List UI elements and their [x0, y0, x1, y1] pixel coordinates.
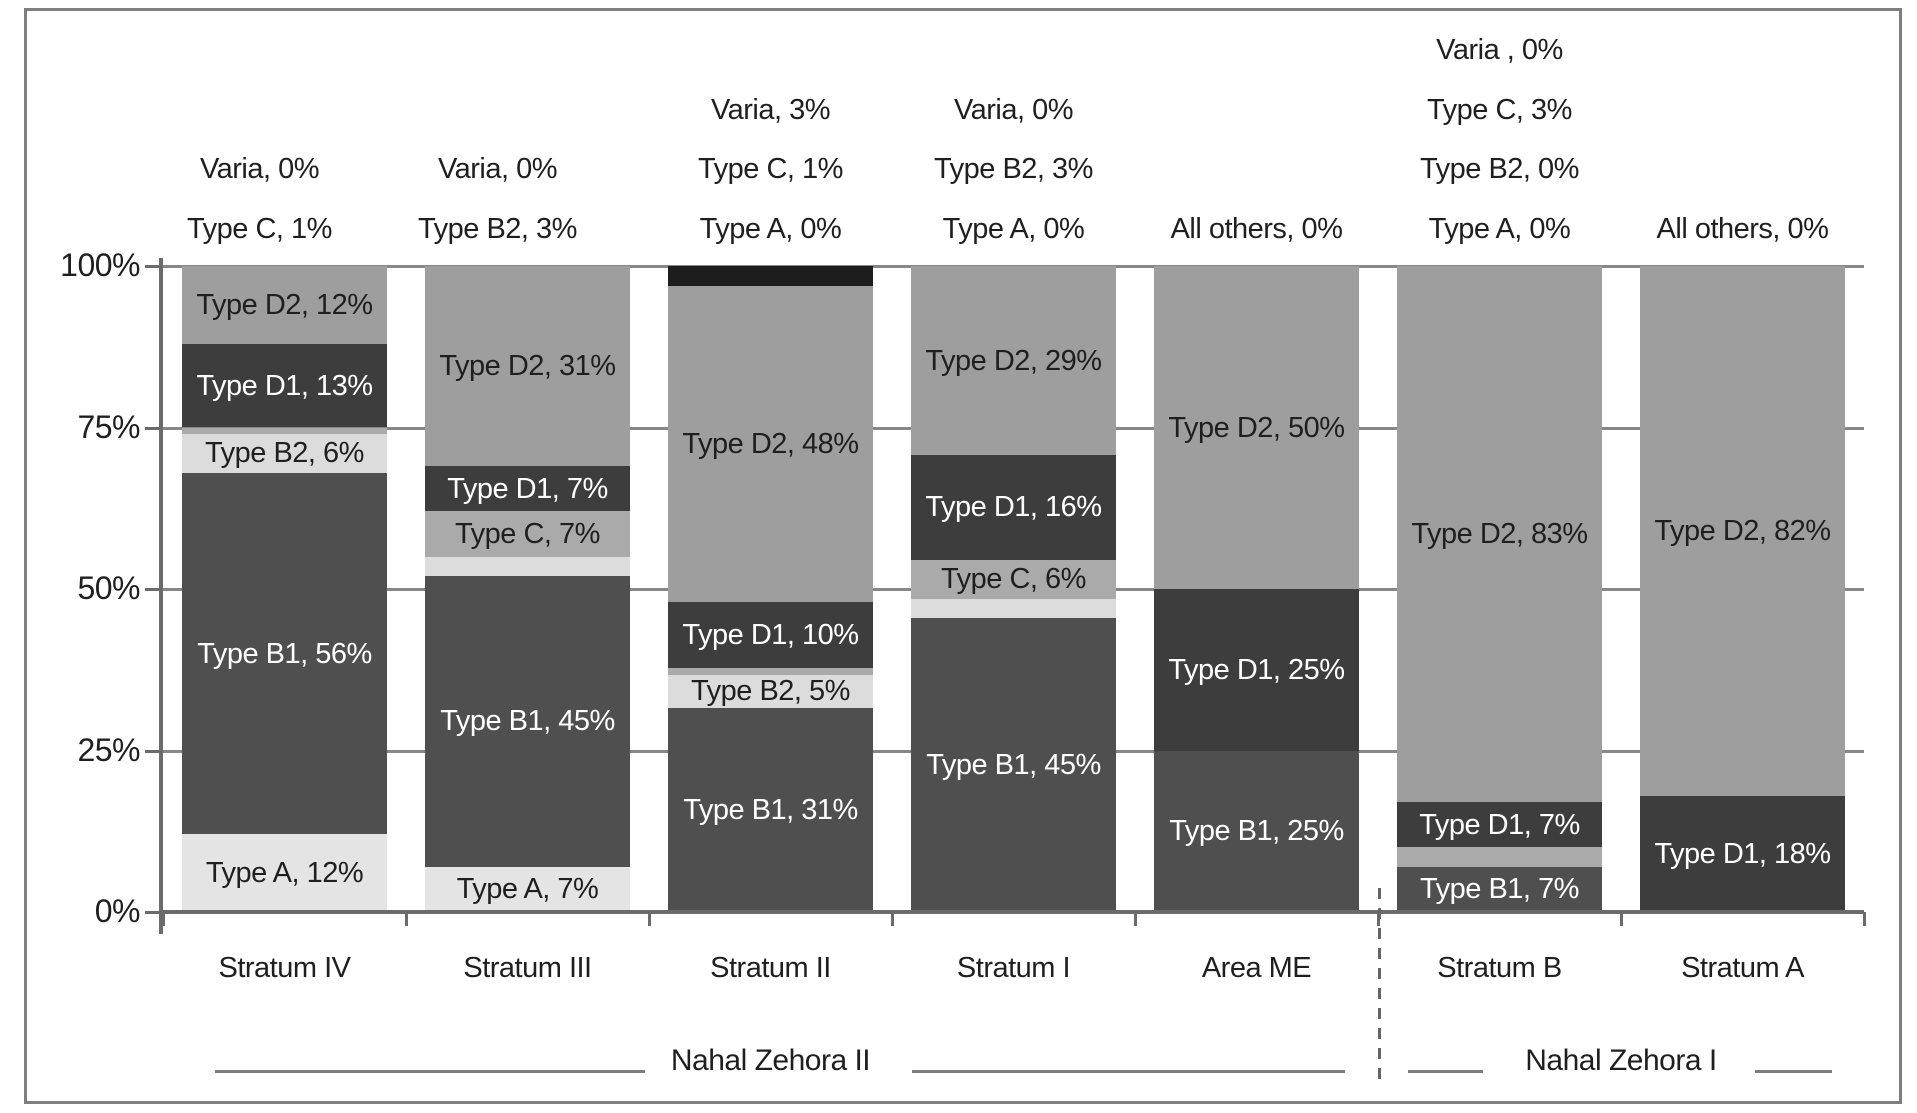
- x-axis-line: [163, 910, 1864, 914]
- outside-label: Type B2, 3%: [934, 153, 1093, 185]
- y-axis-label-75: 75%: [77, 408, 140, 445]
- bar-segment-type-a: [182, 834, 387, 912]
- y-axis-tick-100: [145, 265, 163, 268]
- bar-segment-type-b2: [668, 674, 873, 708]
- x-axis-tick: [648, 912, 651, 926]
- bar-segment-type-d2: [1154, 266, 1359, 589]
- outside-label: Type A, 0%: [942, 213, 1085, 245]
- group-bracket-line-2: [1408, 1070, 1483, 1073]
- bar-segment-type-c: [911, 559, 1116, 599]
- y-axis-line: [159, 258, 163, 934]
- bar-segment-varia: [668, 266, 873, 286]
- bar-segment-type-c: [1397, 847, 1602, 867]
- group-label-nahal-zehora-i: Nahal Zehora I: [1525, 1044, 1717, 1077]
- outside-label: Type A, 0%: [699, 213, 842, 245]
- category-label-stratum-iv: Stratum IV: [218, 952, 352, 984]
- chart-border: [24, 8, 1902, 1104]
- bar-segment-type-b2: [425, 556, 630, 577]
- outside-label: Varia, 0%: [199, 153, 320, 185]
- group-label-nahal-zehora-ii: Nahal Zehora II: [670, 1044, 871, 1077]
- category-label-stratum-ii: Stratum II: [710, 952, 831, 984]
- x-axis-tick: [1620, 912, 1623, 926]
- bar-segment-type-d1: [1640, 795, 1845, 912]
- bar-segment-type-b1: [425, 576, 630, 867]
- y-axis-tick-50: [145, 588, 163, 591]
- x-axis-tick: [891, 912, 894, 926]
- bar-segment-type-d2: [668, 285, 873, 603]
- bar-segment-type-d2: [911, 266, 1116, 456]
- group-bracket-line-1: [912, 1070, 1345, 1073]
- bar-segment-type-d2: [1640, 266, 1845, 796]
- outside-label: Type C, 1%: [698, 153, 843, 185]
- outside-label: Type C, 1%: [187, 213, 332, 245]
- bar-segment-type-a: [425, 866, 630, 912]
- y-axis-label-50: 50%: [77, 570, 140, 606]
- x-axis-tick: [1134, 912, 1137, 926]
- x-axis-tick: [162, 912, 165, 926]
- outside-label: All others, 0%: [1656, 213, 1829, 245]
- outside-label: Varia, 0%: [437, 153, 558, 185]
- bar-segment-type-b1: [911, 618, 1116, 912]
- bar-segment-type-d1: [425, 466, 630, 512]
- bar-segment-type-d1: [1154, 589, 1359, 751]
- y-axis-label-100: 100%: [60, 247, 140, 283]
- outside-label: Varia, 3%: [710, 94, 831, 126]
- bar-segment-type-b2: [182, 433, 387, 473]
- y-axis-tick-0: [145, 911, 163, 914]
- y-axis-tick-25: [145, 749, 163, 753]
- bar-segment-type-d1: [1397, 802, 1602, 848]
- y-axis-tick-75: [145, 426, 163, 430]
- outside-label: Type B2, 3%: [418, 213, 577, 245]
- bar-segment-type-d2: [1397, 266, 1602, 803]
- outside-label: Type B2, 0%: [1420, 153, 1579, 185]
- outside-label: Varia , 0%: [1436, 34, 1563, 66]
- outside-label: All others, 0%: [1170, 213, 1343, 245]
- category-label-stratum-iii: Stratum III: [463, 952, 592, 984]
- bar-segment-type-b1: [1154, 750, 1359, 912]
- bar-segment-type-c: [425, 511, 630, 557]
- bar-segment-type-d1: [668, 602, 873, 669]
- x-axis-tick: [1863, 912, 1866, 926]
- bar-segment-type-c: [668, 668, 873, 675]
- site-divider-dashed-line: [1378, 888, 1381, 1080]
- bar-segment-type-d2: [425, 266, 630, 467]
- bar-segment-type-b2: [911, 598, 1116, 619]
- category-label-area-me: Area ME: [1201, 952, 1312, 984]
- y-axis-label-0: 0%: [94, 893, 141, 929]
- category-label-stratum-b: Stratum B: [1437, 952, 1562, 984]
- x-axis-tick: [405, 912, 408, 926]
- group-bracket-line-0: [215, 1070, 645, 1073]
- bar-segment-type-c: [182, 427, 387, 434]
- outside-label: Type A, 0%: [1428, 213, 1571, 245]
- outside-label: Varia, 0%: [953, 94, 1074, 126]
- bar-segment-type-b1: [182, 472, 387, 835]
- bar-segment-type-b1: [668, 707, 873, 912]
- bar-segment-type-d2: [182, 266, 387, 344]
- bar-segment-type-d1: [182, 343, 387, 428]
- outside-label: Type C, 3%: [1427, 94, 1572, 126]
- category-label-stratum-i: Stratum I: [956, 952, 1071, 984]
- bar-segment-type-b1: [1397, 866, 1602, 912]
- y-axis-label-25: 25%: [77, 731, 140, 768]
- group-bracket-line-3: [1755, 1070, 1832, 1073]
- category-label-stratum-a: Stratum A: [1681, 952, 1804, 984]
- bar-segment-type-d1: [911, 455, 1116, 560]
